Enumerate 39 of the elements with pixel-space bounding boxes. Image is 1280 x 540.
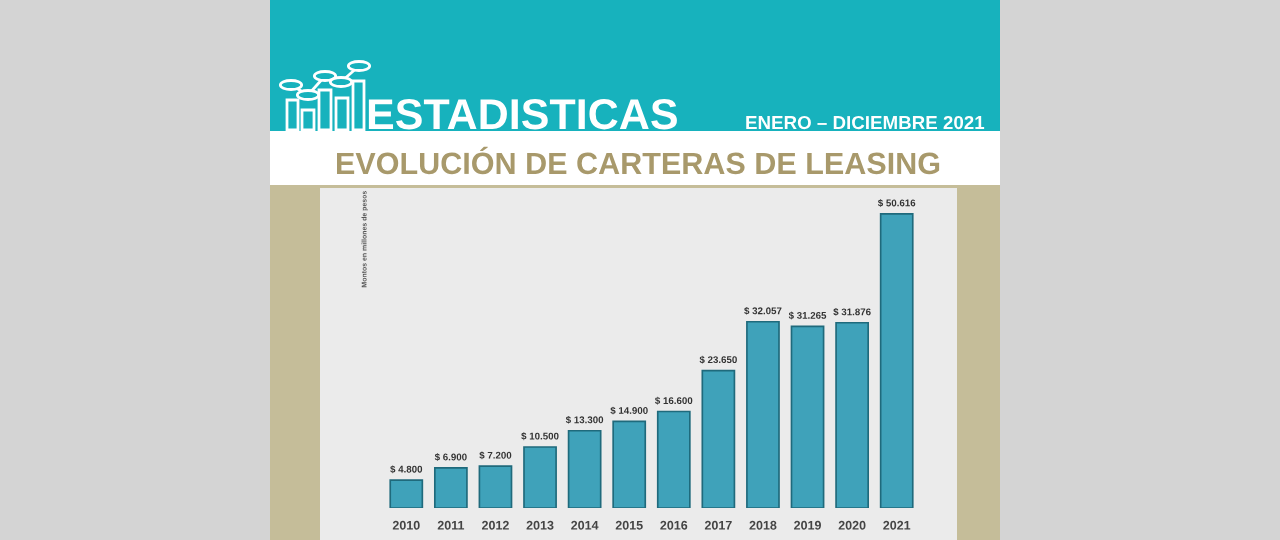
x-tick-label: 2012	[481, 520, 509, 530]
x-tick-label: 2014	[571, 520, 599, 530]
data-label: $ 23.650	[699, 355, 737, 364]
data-label: $ 32.057	[744, 306, 782, 315]
bar	[656, 410, 691, 508]
data-label: $ 6.900	[434, 453, 467, 462]
x-tick-label: 2017	[704, 520, 732, 530]
x-tick-label: 2019	[794, 520, 821, 530]
x-tick-label: 2016	[660, 520, 688, 530]
bar	[879, 213, 914, 508]
chart-subtitle: ENERO – DICIEMBRE 2021	[746, 115, 985, 130]
bar	[701, 369, 736, 508]
data-label: $ 31.265	[788, 311, 827, 320]
bar	[433, 467, 468, 508]
bar	[567, 429, 602, 508]
data-label: $ 14.900	[610, 406, 648, 415]
bar	[612, 420, 647, 508]
bar	[835, 321, 870, 508]
data-label: $ 16.600	[655, 396, 693, 405]
text: ESTADISTICAS	[368, 98, 677, 130]
x-tick-label: 2013	[526, 520, 554, 530]
data-label: $ 31.876	[833, 307, 871, 316]
bar	[389, 479, 424, 508]
data-label: $ 4.800	[390, 465, 423, 474]
data-label: $ 50.616	[877, 199, 916, 208]
x-tick-label: 2018	[749, 520, 777, 530]
bar	[523, 446, 557, 508]
x-tick-label: 2021	[883, 520, 911, 530]
x-tick-label: 2020	[838, 520, 866, 530]
x-tick-label: 2011	[437, 520, 465, 530]
x-tick-label: 2010	[392, 520, 420, 530]
x-tick-label: 2015	[615, 520, 643, 530]
chart-title: EVOLUCIÓN DE CARTERAS DE LEASING	[337, 146, 940, 175]
bar	[746, 320, 780, 508]
data-label: $ 7.200	[479, 451, 512, 460]
bar	[790, 325, 825, 508]
data-label: $ 10.500	[521, 432, 559, 441]
bar	[478, 465, 513, 508]
data-label: $ 13.300	[565, 415, 604, 424]
